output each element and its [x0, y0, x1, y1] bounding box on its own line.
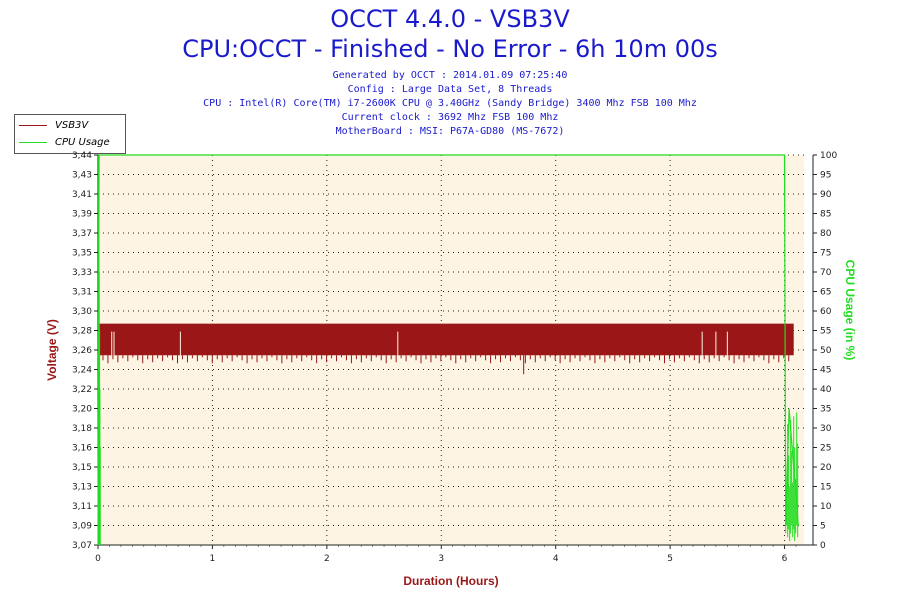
x-tick-label: 1	[210, 554, 216, 564]
legend-swatch-cpu	[19, 141, 47, 143]
info-motherboard: MotherBoard : MSI: P67A-GD80 (MS-7672)	[335, 126, 565, 137]
y2-tick-label: 65	[820, 288, 831, 298]
y2-tick-label: 100	[820, 151, 837, 161]
info-clock: Current clock : 3692 Mhz FSB 100 Mhz	[341, 112, 559, 123]
y-tick-label: 3,28	[72, 327, 92, 337]
series-vsb3v-band	[98, 323, 794, 356]
y-axis-title: Voltage (V)	[45, 319, 59, 381]
y2-tick-label: 10	[820, 502, 832, 512]
x-tick-label: 4	[553, 554, 559, 564]
x-tick-label: 0	[95, 554, 101, 564]
legend-label-vsb3v: VSB3V	[55, 119, 89, 131]
y-tick-label: 3,11	[72, 502, 92, 512]
y-tick-label: 3,30	[72, 307, 92, 317]
y-tick-label: 3,37	[72, 229, 92, 239]
y-tick-label: 3,22	[72, 385, 92, 395]
y2-tick-label: 40	[820, 385, 832, 395]
y-tick-label: 3,44	[72, 151, 92, 161]
y2-tick-label: 30	[820, 424, 832, 434]
legend-label-cpu: CPU Usage	[55, 136, 110, 148]
x-tick-label: 3	[438, 554, 444, 564]
x-tick-label: 6	[782, 554, 788, 564]
y2-axis-title: CPU Usage (in %)	[843, 260, 857, 361]
y2-tick-label: 0	[820, 541, 826, 551]
y-tick-label: 3,13	[72, 483, 92, 493]
y2-tick-label: 95	[820, 171, 831, 181]
info-cpu: CPU : Intel(R) Core(TM) i7-2600K CPU @ 3…	[203, 98, 697, 109]
info-config: Config : Large Data Set, 8 Threads	[347, 84, 553, 95]
y2-tick-label: 75	[820, 249, 831, 259]
legend-item-vsb3v: VSB3V	[19, 118, 88, 132]
y-tick-label: 3,15	[72, 463, 92, 473]
y-tick-label: 3,43	[72, 171, 92, 181]
y-tick-label: 3,26	[72, 346, 92, 356]
y-tick-label: 3,18	[72, 424, 92, 434]
y-tick-label: 3,20	[72, 405, 92, 415]
y-tick-label: 3,41	[72, 190, 92, 200]
legend-item-cpu: CPU Usage	[19, 135, 110, 149]
y2-tick-label: 80	[820, 229, 832, 239]
chart-title: OCCT 4.4.0 - VSB3V	[330, 5, 570, 33]
legend-swatch-vsb3v	[19, 124, 47, 126]
y-tick-label: 3,07	[72, 541, 92, 551]
x-tick-label: 5	[667, 554, 673, 564]
y2-tick-label: 85	[820, 210, 831, 220]
y-tick-label: 3,16	[72, 444, 92, 454]
y2-tick-label: 45	[820, 366, 831, 376]
y-tick-label: 3,33	[72, 268, 92, 278]
chart-subtitle: CPU:OCCT - Finished - No Error - 6h 10m …	[182, 35, 718, 63]
y-tick-label: 3,39	[72, 210, 92, 220]
y-tick-label: 3,31	[72, 288, 92, 298]
y2-tick-label: 70	[820, 268, 832, 278]
y-tick-label: 3,09	[72, 522, 92, 532]
series-cpu-line	[97, 154, 799, 546]
y-tick-label: 3,24	[72, 366, 92, 376]
y2-tick-label: 25	[820, 444, 831, 454]
legend: VSB3V CPU Usage	[14, 114, 126, 154]
y2-tick-label: 90	[820, 190, 832, 200]
y2-tick-label: 15	[820, 483, 831, 493]
y2-tick-label: 35	[820, 405, 831, 415]
x-axis-title: Duration (Hours)	[403, 574, 498, 588]
y2-tick-label: 20	[820, 463, 832, 473]
x-tick-label: 2	[324, 554, 330, 564]
y2-tick-label: 5	[820, 522, 826, 532]
y2-tick-label: 55	[820, 327, 831, 337]
info-generated: Generated by OCCT : 2014.01.09 07:25:40	[332, 70, 568, 81]
y2-tick-label: 50	[820, 346, 832, 356]
y2-tick-label: 60	[820, 307, 832, 317]
y-tick-label: 3,35	[72, 249, 92, 259]
